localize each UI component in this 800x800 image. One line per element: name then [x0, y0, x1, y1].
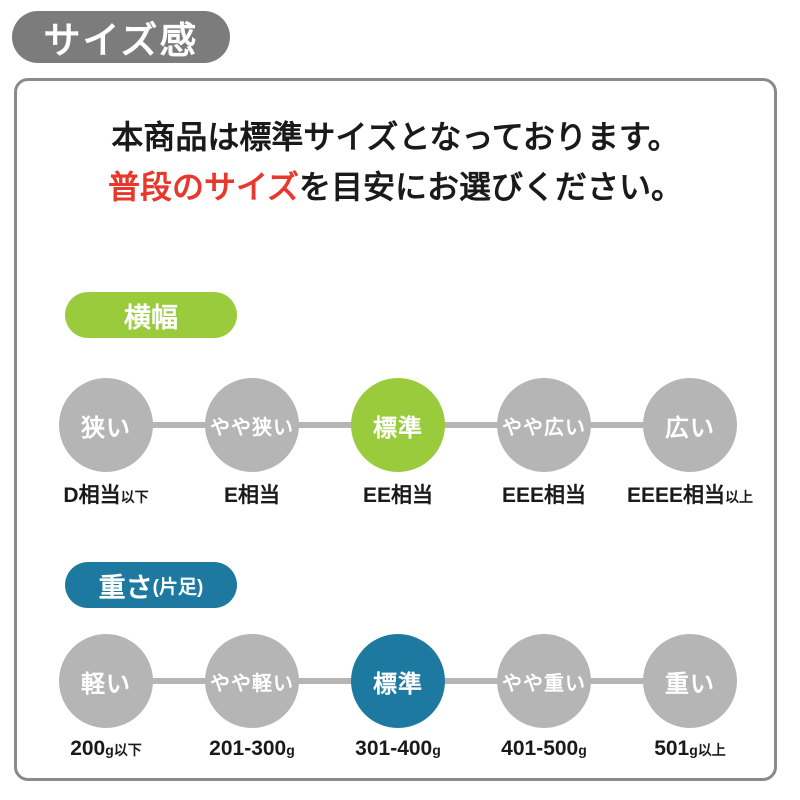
step-label: 軽い [81, 670, 131, 698]
step-label: 重い [665, 670, 715, 698]
width-step-caption: EEEE相当以上 [626, 484, 754, 507]
step-label: 広い [665, 414, 715, 442]
step-label: 標準 [373, 670, 423, 698]
intro-line2-highlight: 普段のサイズ [107, 169, 300, 205]
weight-step-circle-heavy: 重い [643, 634, 737, 728]
step-label: 狭い [81, 414, 131, 442]
width-section-badge: 横幅 [65, 292, 237, 338]
weight-step-circle-slightly-light: やや軽い [205, 634, 299, 728]
width-step-caption: EEE相当 [501, 484, 587, 507]
weight-step-caption: 301-400g [355, 737, 441, 760]
width-step-circle-wide: 広い [643, 378, 737, 472]
page-title-badge: サイズ感 [12, 11, 230, 63]
intro-line2: 普段のサイズを目安にお選びください。 [14, 162, 777, 212]
page-title-label: サイズ感 [43, 20, 199, 61]
weight-badge-label: 重さ [98, 572, 153, 603]
intro-line1: 本商品は標準サイズとなっております。 [111, 119, 680, 155]
step-label: やや狭い [210, 416, 294, 439]
intro-text: 本商品は標準サイズとなっております。 普段のサイズを目安にお選びください。 [14, 112, 777, 212]
weight-step-circle-standard-active: 標準 [351, 634, 445, 728]
weight-step-caption: 401-500g [501, 737, 587, 760]
width-step-circle-standard-active: 標準 [351, 378, 445, 472]
width-step-caption: D相当以下 [63, 484, 149, 507]
weight-section-badge: 重さ (片足) [65, 562, 237, 608]
width-step-caption: EE相当 [362, 484, 433, 507]
width-step-circle-slightly-wide: やや広い [497, 378, 591, 472]
weight-badge-suffix: (片足) [152, 576, 204, 598]
width-badge-label: 横幅 [124, 302, 178, 333]
width-step-circle-slightly-narrow: やや狭い [205, 378, 299, 472]
step-label: やや重い [502, 672, 586, 695]
weight-step-caption: 501g以上 [654, 737, 726, 760]
weight-step-caption: 200g以下 [70, 737, 142, 760]
width-step-caption: E相当 [223, 484, 280, 507]
intro-line2-rest: を目安にお選びください。 [299, 169, 684, 205]
weight-step-circle-light: 軽い [59, 634, 153, 728]
width-step-circle-narrow: 狭い [59, 378, 153, 472]
step-label: やや広い [502, 416, 586, 439]
weight-step-circle-slightly-heavy: やや重い [497, 634, 591, 728]
step-label: 標準 [373, 414, 423, 442]
step-label: やや軽い [210, 672, 294, 695]
weight-step-caption: 201-300g [209, 737, 295, 760]
